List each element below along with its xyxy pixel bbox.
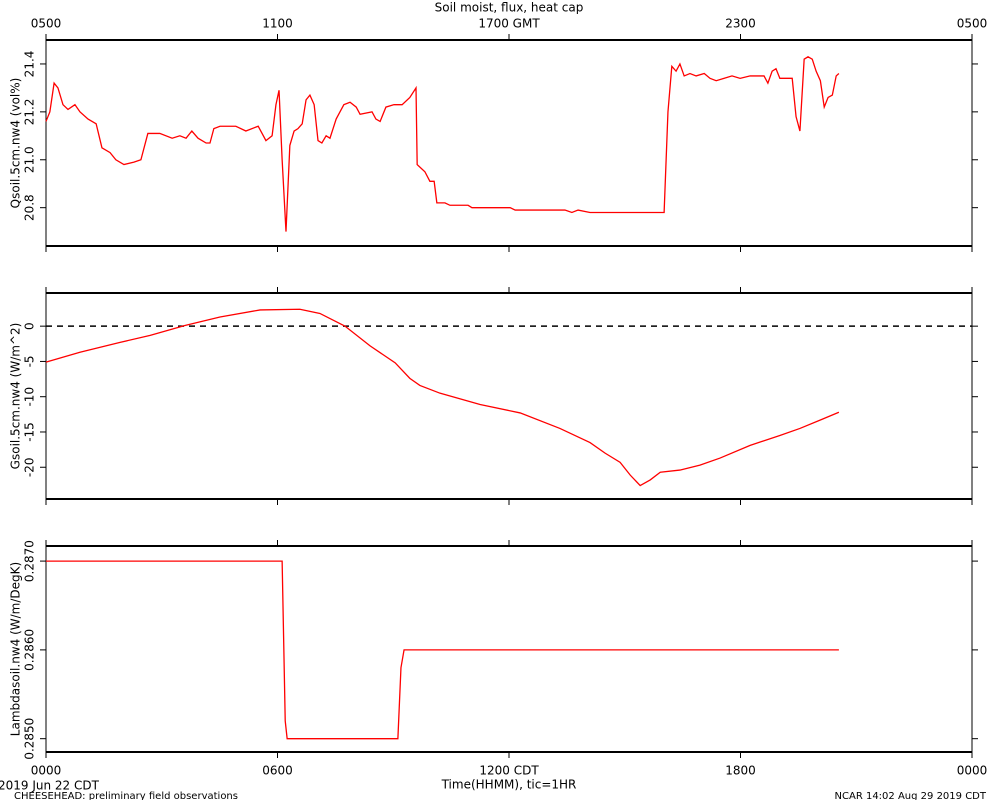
y-tick-label: 20.8 [23,194,37,221]
data-line [45,308,840,487]
footer-project: CHEESEHEAD: preliminary field observatio… [14,791,238,800]
y-tick-label: -20 [23,457,37,477]
x-tick-label: 1800 [725,764,756,778]
plot-frame [45,292,973,500]
x-tick-label: 1700 GMT [478,17,540,31]
y-tick-label: 0.2870 [23,540,37,582]
y-axis-label: Qsoil.5cm.nw4 (vol%) [9,78,23,209]
x-tick-label: 0500 [31,17,62,31]
y-tick-label: -15 [23,422,37,442]
data-line [46,560,839,740]
y-axis-label: Lambdasoil.nw4 (W/m/DegK) [9,562,23,736]
y-tick-label: 0.2850 [23,718,37,760]
x-tick-label: 0000 [31,764,62,778]
plot-frame [45,39,973,247]
y-tick-label: 0 [23,322,37,330]
y-tick-label: 0.2860 [23,629,37,671]
y-tick-label: -10 [23,387,37,407]
data-line [45,56,840,232]
footer-stamp: NCAR 14:02 Aug 29 2019 CDT [835,791,987,800]
x-tick-label: 0000 [957,764,988,778]
y-tick-label: 21.4 [23,51,37,78]
y-axis-label: Gsoil.5cm.nw4 (W/m^2) [9,323,23,470]
y-tick-label: 21.0 [23,146,37,173]
x-axis-label: Time(HHMM), tic=1HR [441,778,577,792]
x-tick-label: 0600 [262,764,293,778]
y-tick-label: 21.2 [23,99,37,126]
x-tick-label: 1200 CDT [479,764,539,778]
x-tick-label: 2300 [725,17,756,31]
chart-title: Soil moist, flux, heat cap [435,1,584,15]
x-tick-label: 0500 [957,17,988,31]
plot-frame [45,545,973,753]
y-tick-label: -5 [23,355,37,367]
footer-date: 2019 Jun 22 CDT [0,779,100,793]
x-tick-label: 1100 [262,17,293,31]
